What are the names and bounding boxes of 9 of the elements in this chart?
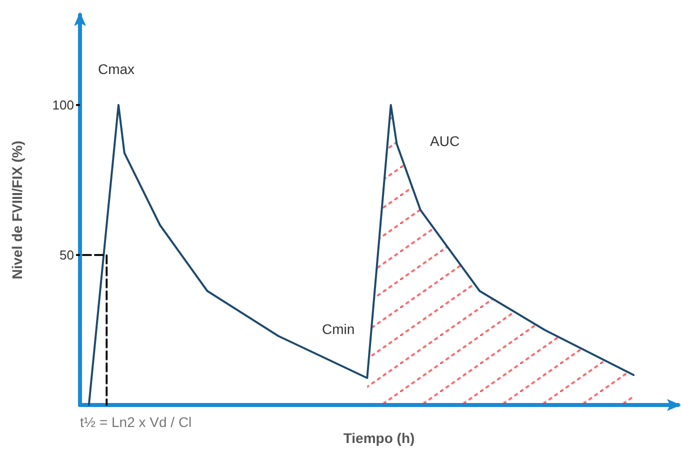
text: t½ = Ln2 x Vd / Cl: [80, 414, 192, 430]
y-axis-title: Nivel de FVIII/FIX (%): [9, 140, 25, 280]
annotation: AUC: [430, 133, 460, 149]
line-series: [88, 104, 635, 406]
x-axis-title: Tiempo (h): [343, 430, 415, 446]
y-tick-label: 100: [52, 98, 74, 112]
annotation: Cmin: [322, 321, 355, 337]
annotation: Cmax: [98, 61, 135, 77]
y-tick-label: 50: [60, 248, 74, 262]
